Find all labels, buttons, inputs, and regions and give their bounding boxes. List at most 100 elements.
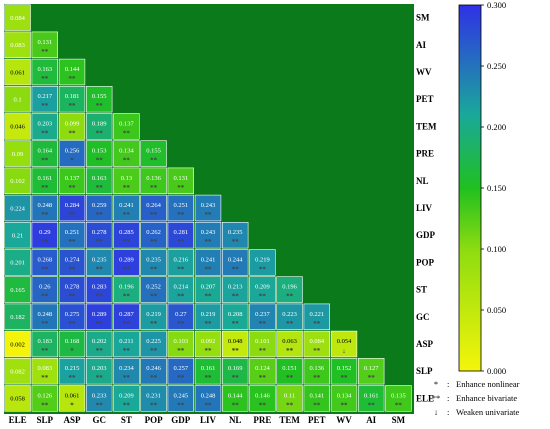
cell-value-label: 0.155: [146, 148, 161, 155]
cell-value-label: 0.153: [92, 148, 107, 155]
significance-mark: **: [232, 347, 240, 355]
heatmap-cell-POP-PRE: [249, 249, 276, 276]
heatmap-cell-NL-ST: [113, 167, 140, 194]
significance-mark: **: [232, 374, 240, 382]
significance-mark: **: [96, 238, 104, 246]
significance-mark: **: [313, 374, 321, 382]
cell-value-label: 0.002: [10, 341, 25, 348]
significance-mark: **: [96, 211, 104, 219]
y-tick-label: GDP: [416, 230, 436, 240]
x-tick-label: SM: [392, 415, 406, 425]
heatmap-cell-TEM-GC: [86, 113, 113, 140]
significance-mark: **: [177, 265, 185, 273]
significance-mark: **: [177, 184, 185, 192]
cell-value-label: 0.127: [364, 365, 379, 372]
cell-value-label: 0.046: [10, 124, 25, 131]
significance-mark: **: [177, 238, 185, 246]
significance-mark: ↓: [342, 347, 346, 355]
significance-mark: **: [259, 374, 267, 382]
significance-mark: **: [123, 401, 131, 409]
cell-value-label: 0.26: [39, 284, 51, 291]
significance-mark: **: [368, 374, 376, 382]
y-axis-labels: SM AI WV PET TEM PRE NL LIV GDP POP ST GC ASP SLP ELE: [416, 13, 437, 404]
cell-value-label: 0.203: [37, 120, 52, 127]
cell-value-label: 0.248: [201, 392, 216, 399]
cell-value-label: 0.225: [146, 338, 161, 345]
significance-mark: **: [259, 347, 267, 355]
heatmap-cell-ASP-GDP: [167, 330, 194, 358]
cell-value-label: 0.196: [119, 284, 134, 291]
heatmap-cell-LIV-SLP: [31, 194, 58, 222]
heatmap-cell-SLP-LIV: [194, 357, 222, 385]
cell-value-label: 0.182: [10, 314, 25, 321]
heatmap-cell-ST-NL: [222, 276, 249, 303]
significance-mark: **: [69, 102, 77, 110]
heatmap-cell-LIV-GDP: [167, 194, 194, 222]
heatmap-cell-ASP-NL: [222, 330, 249, 358]
significance-mark: **: [96, 320, 104, 328]
significance-mark: **: [123, 265, 131, 273]
cell-value-label: 0.268: [37, 256, 52, 263]
cell-value-label: 0.101: [255, 338, 270, 345]
heatmap-cell-GDP-ELE: [4, 222, 31, 249]
cell-value-label: 0.223: [282, 311, 297, 318]
cell-value-label: 0.287: [119, 311, 134, 318]
cell-value-label: 0.245: [173, 392, 188, 399]
heatmap-cell-SLP-NL: [222, 357, 249, 385]
heatmap-cell-SLP-POP: [140, 357, 167, 385]
significance-mark: **: [41, 238, 49, 246]
legend-colon: :: [447, 407, 449, 417]
heatmap-cell-POP-LIV: [194, 249, 222, 276]
heatmap-cell-NL-ELE: [4, 167, 31, 194]
heatmap-cell-ASP-ASP: [58, 330, 86, 358]
heatmap-cell-GC-GC: [86, 303, 113, 330]
heatmap-cell-TEM-SLP: [31, 113, 58, 140]
significance-mark: **: [41, 102, 49, 110]
heatmap-cell-POP-ST: [113, 249, 140, 276]
significance-mark: **: [286, 401, 294, 409]
y-tick-label: SLP: [416, 366, 433, 376]
significance-mark: **: [205, 211, 213, 219]
colorbar-ticks: 0.000 0.050 0.100 0.150 0.200 0.250 0.300: [481, 0, 506, 376]
y-tick-label: POP: [416, 257, 434, 267]
significance-mark: **: [41, 211, 49, 219]
heatmap-cell-PET-SLP: [31, 86, 58, 113]
y-tick-label: PRE: [416, 149, 434, 159]
significance-mark: **: [150, 184, 158, 192]
heatmap-cell-GDP-LIV: [194, 222, 222, 249]
x-axis-labels: ELE SLP ASP GC ST POP GDP LIV NL PRE TEM PET WV AI SM: [9, 415, 406, 425]
significance-mark: **: [341, 374, 349, 382]
significance-mark: **: [96, 157, 104, 165]
cell-value-label: 0.1: [14, 97, 22, 104]
cell-value-label: 0.235: [92, 256, 107, 263]
heatmap-cell-ST-POP: [140, 276, 167, 303]
cell-value-label: 0.219: [201, 311, 216, 318]
heatmap-cell-PET-ELE: [4, 86, 31, 113]
cell-value-label: 0.241: [119, 202, 134, 209]
significance-mark: **: [123, 211, 131, 219]
colorbar-tick-label: 0.300: [487, 0, 506, 10]
cell-value-label: 0.275: [65, 311, 80, 318]
heatmap-cell-AI-ELE: [4, 31, 31, 58]
significance-mark: **: [177, 401, 185, 409]
heatmap-cell-ST-GC: [86, 276, 113, 303]
cell-value-label: 0.146: [255, 392, 270, 399]
cell-value-label: 0.278: [92, 229, 107, 236]
cell-value-label: 0.237: [255, 311, 270, 318]
cell-value-label: 0.083: [37, 365, 52, 372]
cell-value-label: 0.217: [37, 93, 52, 100]
heatmap-cell-ASP-POP: [140, 330, 167, 358]
colorbar-tick-label: 0.100: [487, 244, 506, 254]
legend-label: Weaken univariate: [456, 407, 519, 417]
significance-mark: **: [41, 320, 49, 328]
cell-value-label: 0.215: [65, 365, 80, 372]
heatmap-cell-ST-ST: [113, 276, 140, 303]
heatmap-cell-GDP-ASP: [58, 222, 86, 249]
heatmap-cell-ELE-AI: [357, 385, 385, 412]
heatmap-cell-LIV-ASP: [58, 194, 86, 222]
significance-mark: **: [205, 401, 213, 409]
cell-value-label: 0.141: [309, 392, 324, 399]
significance-mark: **: [69, 320, 77, 328]
cell-value-label: 0.161: [364, 392, 379, 399]
y-tick-label: ASP: [416, 339, 434, 349]
